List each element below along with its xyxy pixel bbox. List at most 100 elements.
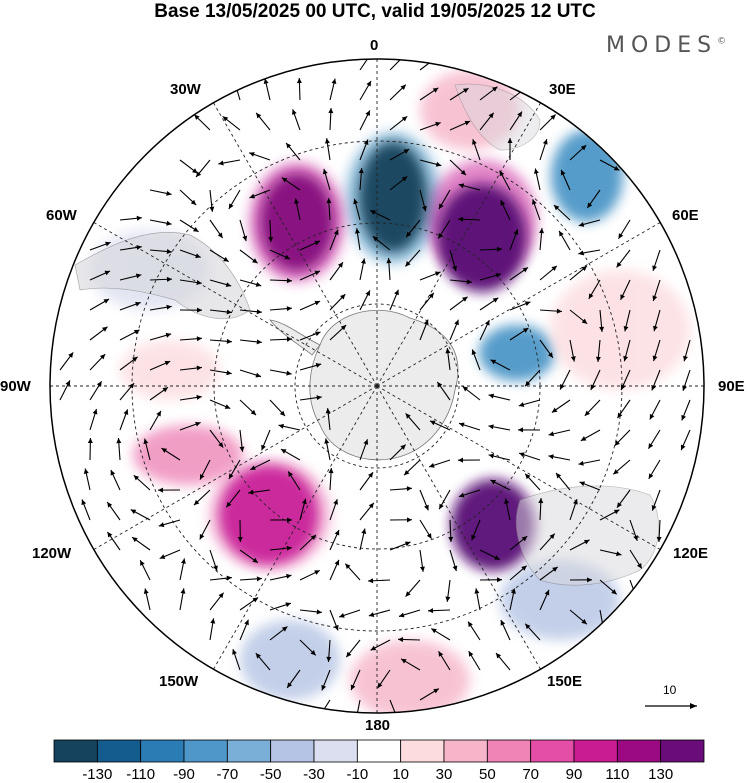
- colorbar: [53, 739, 705, 763]
- wind-vector-head: [81, 499, 87, 506]
- wind-vector-head: [321, 684, 327, 691]
- wind-vector-head: [435, 121, 441, 127]
- wind-vector-head: [324, 438, 330, 444]
- wind-vector-head: [588, 293, 594, 299]
- wind-vector-head: [166, 249, 172, 254]
- wind-vector-head: [488, 112, 494, 119]
- wind-vector-head: [286, 142, 292, 149]
- wind-vector-head: [368, 472, 374, 478]
- wind-vector-head: [495, 272, 502, 278]
- wind-vector-head: [511, 588, 516, 594]
- anomaly-blob: [479, 325, 555, 381]
- wind-vector-head: [521, 536, 528, 542]
- anomaly-band: [120, 340, 220, 400]
- wind-vector-head: [136, 215, 142, 221]
- wind-vector-head: [524, 301, 531, 307]
- wind-vector-head: [377, 682, 383, 689]
- lon-label-90w: 90W: [0, 378, 31, 395]
- wind-vector-head: [346, 651, 352, 658]
- wind-vector-head: [680, 444, 686, 451]
- wind-vector-head: [166, 220, 172, 226]
- colorbar-swatch: [313, 739, 358, 763]
- wind-vector-head: [656, 536, 662, 542]
- wind-vector-head: [226, 370, 232, 376]
- wind-vector-head: [471, 349, 477, 355]
- anomaly-band: [240, 620, 340, 700]
- wind-vector-head: [284, 254, 291, 260]
- wind-vector-head: [580, 436, 587, 441]
- wind-vector-head: [616, 261, 622, 268]
- wind-vector-head: [525, 623, 531, 630]
- wind-vector-head: [166, 276, 172, 282]
- wind-vector-head: [196, 336, 202, 342]
- wind-vector-head: [87, 438, 93, 444]
- wind-vector-head: [68, 352, 74, 358]
- colorbar-tick-label: 70: [522, 766, 539, 783]
- wind-vector-head: [599, 326, 605, 332]
- wind-vector-head: [210, 618, 216, 624]
- wind-vector-head: [123, 409, 129, 415]
- wind-vector-head: [560, 384, 565, 390]
- wind-vector: [389, 699, 399, 713]
- wind-vector-head: [294, 198, 300, 204]
- wind-vector-head: [548, 454, 554, 460]
- wind-vector-head: [280, 449, 287, 454]
- wind-vector-head: [199, 474, 205, 480]
- wind-vector-head: [405, 591, 411, 597]
- wind-vector-head: [472, 139, 477, 145]
- wind-vector-head: [445, 596, 451, 602]
- anomaly-blob: [219, 465, 319, 565]
- wind-vector-head: [683, 355, 688, 362]
- wind-vector-head: [652, 265, 657, 271]
- wind-vector-head: [522, 328, 529, 333]
- wind-vector-head: [328, 108, 334, 114]
- meridian-line: [376, 385, 661, 550]
- wind-vector-head: [209, 206, 215, 212]
- wind-vector-head: [551, 407, 558, 413]
- wind-vector-head: [406, 486, 412, 492]
- wind-vector-head: [354, 716, 359, 721]
- wind-vector-head: [318, 712, 323, 713]
- wind-vector-head: [406, 517, 412, 523]
- wind-vector-head: [492, 297, 499, 303]
- wind-vector-head: [468, 621, 473, 628]
- wind-vector-head: [459, 422, 465, 428]
- wind-vector-head: [552, 566, 558, 572]
- wind-vector-head: [586, 577, 592, 583]
- anomaly-blob: [451, 479, 535, 571]
- lon-label-60e: 60E: [672, 207, 699, 224]
- wind-vector-head: [438, 651, 444, 657]
- wind-vector-head: [281, 177, 288, 183]
- wind-vector-head: [363, 439, 369, 445]
- wind-vector-head: [439, 503, 444, 510]
- wind-vector-head: [405, 413, 411, 419]
- vector-reference-arrow: [645, 703, 697, 709]
- wind-vector-head: [488, 393, 495, 399]
- wind-vector: [355, 699, 361, 713]
- wind-vector-head: [550, 114, 556, 120]
- wind-vector-head: [432, 59, 438, 62]
- modes-logo: MODES©: [606, 33, 726, 58]
- wind-vector-head: [424, 504, 429, 511]
- wind-vector-head: [458, 216, 464, 222]
- colorbar-tick-label: -90: [173, 766, 195, 783]
- wind-vector-head: [143, 588, 149, 594]
- wind-vector-head: [583, 539, 590, 545]
- wind-vector-head: [353, 198, 359, 205]
- wind-vector-head: [404, 541, 411, 547]
- meridian-line: [376, 222, 661, 387]
- wind-vector-head: [400, 84, 406, 90]
- wind-vector-head: [421, 205, 427, 212]
- wind-vector-head: [504, 498, 510, 504]
- wind-vector-head: [360, 258, 366, 264]
- wind-vector-head: [578, 221, 585, 227]
- wind-vector-head: [361, 528, 367, 534]
- wind-vector-head: [394, 715, 399, 721]
- wind-vector-head: [339, 613, 345, 618]
- wind-vector-head: [301, 498, 307, 505]
- wind-vector-head: [194, 114, 200, 120]
- wind-vector-head: [611, 589, 617, 595]
- wind-vector-head: [133, 329, 140, 335]
- wind-vector-head: [218, 160, 224, 166]
- wind-vector-head: [331, 78, 337, 85]
